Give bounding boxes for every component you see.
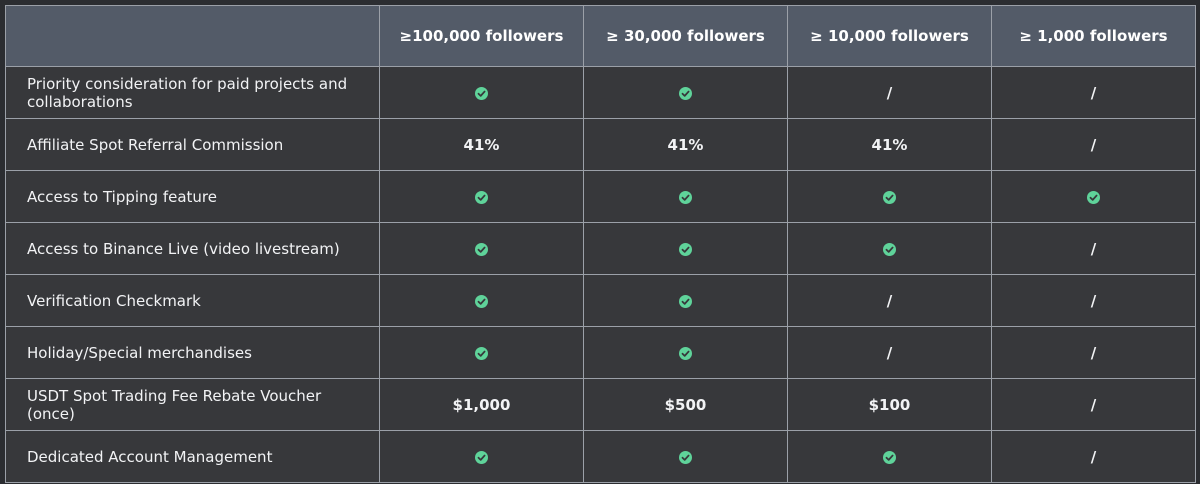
table-row: Priority consideration for paid projects… [5, 66, 1196, 119]
benefits-table: ≥100,000 followers ≥ 30,000 followers ≥ … [5, 5, 1196, 483]
header-corner [5, 5, 380, 67]
feature-label: Access to Binance Live (video livestream… [5, 222, 380, 275]
header-tier-100k: ≥100,000 followers [379, 5, 584, 67]
table-row: Affiliate Spot Referral Commission 41% 41%… [5, 118, 1196, 171]
table-row: Holiday/Special merchandises / / [5, 326, 1196, 379]
not-available-mark: / [886, 83, 893, 102]
cell-tier-100k [379, 430, 584, 483]
not-available-mark: / [1090, 343, 1097, 362]
feature-label: Dedicated Account Management [5, 430, 380, 483]
cell-tier-100k: 41% [379, 118, 584, 171]
feature-label: Affiliate Spot Referral Commission [5, 118, 380, 171]
cell-tier-100k: $1,000 [379, 378, 584, 431]
check-circle-icon [475, 346, 488, 360]
check-circle-icon [679, 242, 692, 256]
cell-tier-10k: / [787, 326, 992, 379]
header-tier-1k: ≥ 1,000 followers [991, 5, 1196, 67]
check-circle-icon [475, 242, 488, 256]
cell-tier-30k [583, 430, 788, 483]
feature-label: Verification Checkmark [5, 274, 380, 327]
table-row: Dedicated Account Management / [5, 430, 1196, 483]
table-row: Access to Binance Live (video livestream… [5, 222, 1196, 275]
cell-value: 41% [463, 135, 500, 154]
table-body: Priority consideration for paid projects… [5, 66, 1196, 483]
cell-tier-30k: 41% [583, 118, 788, 171]
cell-value: 41% [871, 135, 908, 154]
not-available-mark: / [886, 291, 893, 310]
not-available-mark: / [1090, 83, 1097, 102]
cell-tier-30k [583, 274, 788, 327]
feature-label: Priority consideration for paid projects… [5, 66, 380, 119]
cell-tier-100k [379, 222, 584, 275]
header-row: ≥100,000 followers ≥ 30,000 followers ≥ … [5, 5, 1196, 67]
table-row: USDT Spot Trading Fee Rebate Voucher (on… [5, 378, 1196, 431]
cell-tier-1k: / [991, 326, 1196, 379]
cell-tier-10k [787, 170, 992, 223]
table-row: Verification Checkmark / / [5, 274, 1196, 327]
cell-tier-10k: $100 [787, 378, 992, 431]
cell-tier-10k [787, 430, 992, 483]
cell-tier-1k [991, 170, 1196, 223]
cell-tier-1k: / [991, 118, 1196, 171]
check-circle-icon [883, 242, 896, 256]
header-tier-30k: ≥ 30,000 followers [583, 5, 788, 67]
table-row: Access to Tipping feature [5, 170, 1196, 223]
cell-tier-1k: / [991, 222, 1196, 275]
feature-label: USDT Spot Trading Fee Rebate Voucher (on… [5, 378, 380, 431]
not-available-mark: / [1090, 447, 1097, 466]
not-available-mark: / [886, 343, 893, 362]
cell-tier-100k [379, 170, 584, 223]
check-circle-icon [679, 190, 692, 204]
cell-tier-1k: / [991, 274, 1196, 327]
benefits-table-container: ≥100,000 followers ≥ 30,000 followers ≥ … [5, 5, 1196, 483]
cell-tier-30k [583, 222, 788, 275]
header-tier-10k: ≥ 10,000 followers [787, 5, 992, 67]
cell-tier-10k [787, 222, 992, 275]
cell-value: $1,000 [452, 395, 511, 414]
check-circle-icon [475, 86, 488, 100]
cell-tier-10k: / [787, 274, 992, 327]
cell-value: $100 [868, 395, 911, 414]
cell-tier-30k [583, 66, 788, 119]
cell-tier-30k [583, 326, 788, 379]
check-circle-icon [1087, 190, 1100, 204]
cell-value: 41% [667, 135, 704, 154]
feature-label: Access to Tipping feature [5, 170, 380, 223]
cell-tier-100k [379, 326, 584, 379]
cell-tier-30k [583, 170, 788, 223]
not-available-mark: / [1090, 239, 1097, 258]
check-circle-icon [883, 450, 896, 464]
check-circle-icon [679, 294, 692, 308]
cell-value: $500 [664, 395, 707, 414]
feature-label: Holiday/Special merchandises [5, 326, 380, 379]
cell-tier-100k [379, 274, 584, 327]
cell-tier-1k: / [991, 378, 1196, 431]
not-available-mark: / [1090, 291, 1097, 310]
cell-tier-1k: / [991, 430, 1196, 483]
cell-tier-100k [379, 66, 584, 119]
cell-tier-10k: / [787, 66, 992, 119]
check-circle-icon [679, 346, 692, 360]
cell-tier-30k: $500 [583, 378, 788, 431]
table-header: ≥100,000 followers ≥ 30,000 followers ≥ … [5, 5, 1196, 67]
check-circle-icon [475, 450, 488, 464]
cell-tier-10k: 41% [787, 118, 992, 171]
check-circle-icon [679, 450, 692, 464]
not-available-mark: / [1090, 395, 1097, 414]
check-circle-icon [475, 294, 488, 308]
not-available-mark: / [1090, 135, 1097, 154]
cell-tier-1k: / [991, 66, 1196, 119]
check-circle-icon [883, 190, 896, 204]
check-circle-icon [679, 86, 692, 100]
check-circle-icon [475, 190, 488, 204]
